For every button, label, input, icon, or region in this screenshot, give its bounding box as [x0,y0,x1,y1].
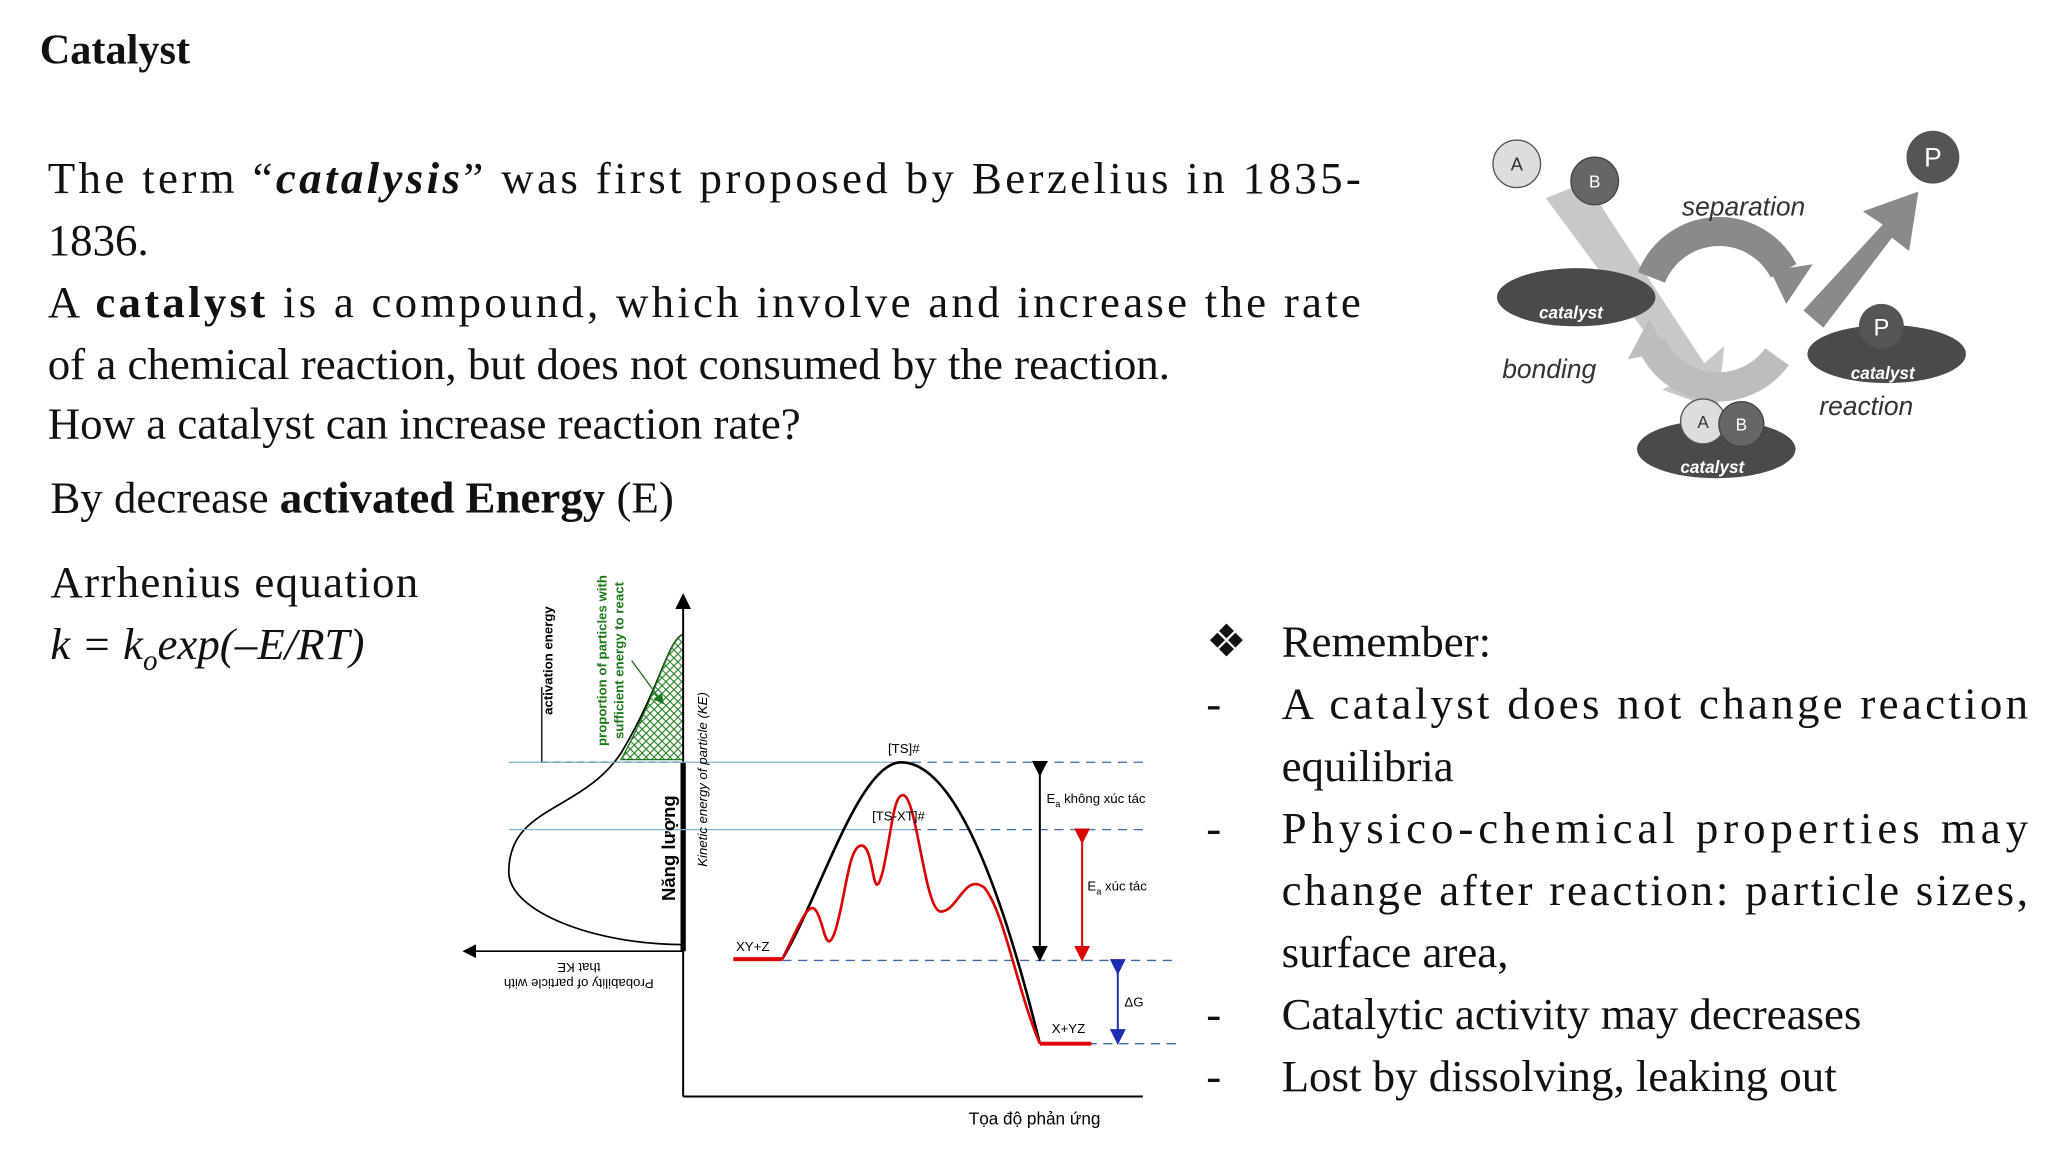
label: B [1736,415,1747,435]
label: A [1697,412,1709,432]
line: 1836. [48,215,149,265]
remember: ❖ Remember: - A catalyst does not change… [1206,617,2028,1102]
marker: - [1206,1051,1221,1101]
label: proportion of particles with [595,575,610,746]
axis-label: Năng lượng [658,795,679,901]
text: catalysis [276,153,460,203]
item: change after reaction: particle sizes, [1282,865,2028,915]
marker: - [1206,989,1221,1039]
item: Physico-chemical properties may [1282,803,2029,853]
energy-diagram: activation energy proportion of particle… [462,575,1176,1128]
label: [TS]# [888,741,920,756]
label: Ea xúc tác [1087,878,1147,896]
item: equilibria [1282,741,1454,791]
text: catalyst [95,277,265,327]
text: activated Energy [280,473,606,523]
line: of a chemical reaction, but does not con… [48,339,1170,389]
title: Catalyst [40,26,190,73]
marker: ❖ [1206,617,1246,667]
label: B [1589,172,1600,192]
text: k = k [50,619,144,669]
axis-label: Tọa độ phản ứng [969,1108,1101,1128]
axis-label: Kinetic energy of particle (KE) [695,692,710,867]
label: A [1511,153,1524,174]
label: separation [1682,191,1805,221]
label: catalyst [1539,302,1604,322]
label: XY+Z [736,939,769,954]
text: is a compound, which involve and increas… [268,277,1360,327]
formula: k = koexp(–E/RT) [50,619,364,677]
label: sufficient energy to react [612,581,627,739]
item: surface area, [1282,927,1509,977]
label: bonding [1502,354,1596,384]
label: catalyst [1851,363,1916,383]
item: A catalyst does not change reaction [1282,679,2028,729]
intro: The term “catalysis” was first proposed … [48,153,1361,523]
label: activation energy [540,606,555,715]
cycle-diagram: A B P P A B catalyst catalyst catalyst s… [1492,130,1966,479]
label: P [1873,315,1889,342]
text: a [1055,799,1061,809]
equation: Arrhenius equation k = koexp(–E/RT) [50,557,419,677]
text: exp(–E/RT) [158,619,365,669]
text: không xúc tác [1060,791,1146,806]
text: E [1046,791,1055,806]
text: a [1096,886,1102,896]
label: Ea không xúc tác [1046,791,1145,809]
text: o [143,645,158,677]
text: E [1087,878,1096,893]
text: (E) [605,473,674,523]
label: ΔG [1124,995,1143,1010]
label: X+YZ [1052,1021,1085,1036]
line: A catalyst is a compound, which involve … [48,277,1361,327]
axis-label: Probability of particle with [504,976,654,991]
equation-name: Arrhenius equation [50,557,419,607]
line: By decrease activated Energy (E) [50,473,673,523]
text: By decrease [50,473,279,523]
text: xúc tác [1101,878,1147,893]
marker: - [1206,803,1221,853]
line: How a catalyst can increase reaction rat… [48,399,801,449]
text: The term “ [48,153,273,203]
axis-label: that KE [557,960,600,975]
line: The term “catalysis” was first proposed … [48,153,1361,203]
text: ” was first proposed by Berzelius in 183… [463,153,1361,203]
heading: Remember: [1282,617,1492,667]
item: Catalytic activity may decreases [1282,989,1862,1039]
label: reaction [1819,391,1913,421]
marker: - [1206,679,1221,729]
item: Lost by dissolving, leaking out [1282,1051,1838,1101]
label: catalyst [1680,457,1745,477]
label: P [1924,142,1942,172]
text: A [48,277,92,327]
label: [TS-XT]# [872,808,925,823]
